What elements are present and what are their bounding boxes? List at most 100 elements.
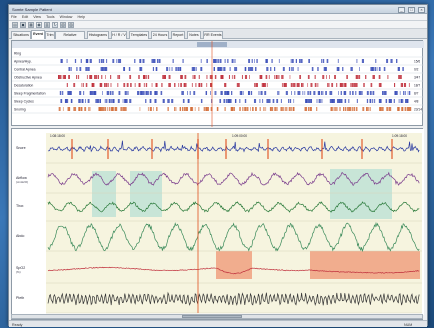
- overview-row-count: 23/14: [414, 108, 422, 112]
- overview-event-mark: [235, 67, 238, 71]
- overview-event-mark: [322, 59, 325, 63]
- tab-rr-events[interactable]: RR Events: [203, 31, 223, 39]
- overview-event-mark: [101, 75, 103, 79]
- overview-event-mark: [109, 91, 112, 95]
- overview-event-mark: [291, 67, 293, 71]
- overview-row-count: 18/7: [414, 84, 420, 88]
- overview-event-mark: [109, 107, 111, 111]
- overview-event-mark: [68, 91, 71, 95]
- tab-templates[interactable]: Templates: [129, 31, 149, 39]
- overview-event-mark: [68, 67, 71, 71]
- overview-event-mark: [316, 99, 318, 103]
- overview-event-mark: [147, 107, 149, 111]
- overview-event-mark: [339, 99, 342, 103]
- overview-event-mark: [362, 107, 365, 111]
- overview-event-mark: [236, 83, 239, 87]
- overview-event-mark: [89, 59, 92, 63]
- overview-event-mark: [329, 99, 332, 103]
- menu-edit[interactable]: Edit: [21, 15, 29, 19]
- overview-event-mark: [220, 75, 223, 79]
- tab-24-hours[interactable]: 24 Hours: [151, 31, 169, 39]
- overview-event-mark: [216, 107, 219, 111]
- overview-event-mark: [87, 67, 89, 71]
- overview-event-mark: [230, 107, 232, 111]
- overview-event-mark: [264, 91, 267, 95]
- tab-relative-summary[interactable]: Relative Summary: [55, 31, 85, 44]
- minimize-button[interactable]: _: [398, 6, 405, 13]
- tab-report[interactable]: Report: [171, 31, 185, 39]
- folder-icon[interactable]: ▤: [12, 22, 18, 28]
- overview-event-mark: [282, 75, 284, 79]
- overview-event-mark: [214, 91, 216, 95]
- overview-event-mark: [63, 75, 64, 79]
- overview-event-mark: [250, 91, 253, 95]
- close-button[interactable]: ×: [418, 6, 425, 13]
- overview-event-mark: [160, 91, 163, 95]
- overview-event-mark: [310, 83, 313, 87]
- overview-event-mark: [350, 67, 353, 71]
- zoom-icon[interactable]: ◉: [36, 22, 42, 28]
- toolbar: ▤ ▣ ▦ ◉ ▥ ↻ ▧ ▨: [9, 21, 427, 29]
- print-icon[interactable]: ▦: [28, 22, 34, 28]
- overview-event-mark: [68, 107, 71, 111]
- overview-event-mark: [97, 99, 99, 103]
- overview-event-mark: [261, 83, 264, 87]
- overview-event-mark: [394, 83, 395, 87]
- overview-event-mark: [231, 59, 234, 63]
- menu-view[interactable]: View: [33, 15, 41, 19]
- menu-window[interactable]: Window: [59, 15, 73, 19]
- tab-event[interactable]: Event: [31, 30, 45, 39]
- overview-event-mark: [379, 107, 382, 111]
- overview-event-mark: [151, 83, 153, 87]
- overview-event-mark: [228, 75, 231, 79]
- refresh-icon[interactable]: ↻: [52, 22, 58, 28]
- overview-event-mark: [178, 83, 180, 87]
- overview-event-mark: [265, 107, 267, 111]
- overview-event-mark: [402, 83, 403, 87]
- scrollbar-thumb[interactable]: [182, 315, 242, 318]
- signal-view[interactable]: Snore Airflow (cmH2O) Thor. Abdo SpO2 (%) Pleth…: [11, 128, 424, 320]
- overview-event-mark: [404, 91, 406, 95]
- maximize-button[interactable]: □: [408, 6, 415, 13]
- menu-help[interactable]: Help: [77, 15, 85, 19]
- overview-event-mark: [206, 75, 208, 79]
- overview-event-mark: [275, 75, 278, 79]
- overview-event-mark: [344, 83, 347, 87]
- overview-event-mark: [120, 107, 122, 111]
- tab-hrv[interactable]: H / R / V: [111, 31, 127, 39]
- overview-event-mark: [233, 107, 235, 111]
- tab-situations[interactable]: Situations: [11, 31, 31, 39]
- overview-event-mark: [223, 99, 226, 103]
- overview-event-mark: [403, 91, 404, 95]
- overview-event-mark: [363, 83, 365, 87]
- overview-event-mark: [106, 59, 108, 63]
- overview-event-mark: [305, 99, 307, 103]
- tab-notes[interactable]: Notes: [187, 31, 201, 39]
- save-icon[interactable]: ▣: [20, 22, 26, 28]
- overview-event-mark: [215, 91, 217, 95]
- overview-event-mark: [330, 91, 333, 95]
- overview-event-mark: [105, 75, 106, 79]
- settings-icon[interactable]: ▨: [68, 22, 74, 28]
- title-bar[interactable]: Somte Sample Patient _ □ ×: [9, 5, 427, 14]
- overview-event-mark: [262, 99, 264, 103]
- overview-event-mark: [152, 67, 155, 71]
- overview-event-mark: [117, 83, 119, 87]
- menu-tools[interactable]: Tools: [46, 15, 55, 19]
- overview-event-mark: [193, 91, 196, 95]
- overview-panel[interactable]: Ring Apnea/Hyp. 15/6 Central Apnea 0/2 Obstru…: [11, 40, 424, 127]
- overview-event-mark: [321, 59, 322, 63]
- overview-event-mark: [398, 75, 401, 79]
- overview-event-mark: [265, 59, 268, 63]
- overview-event-mark: [143, 83, 145, 87]
- horizontal-scrollbar[interactable]: [11, 314, 423, 319]
- chart-icon[interactable]: ▧: [60, 22, 66, 28]
- overview-event-mark: [244, 107, 247, 111]
- menu-file[interactable]: File: [11, 15, 17, 19]
- tab-trim[interactable]: Trim: [45, 31, 55, 39]
- overview-event-mark: [366, 107, 368, 111]
- tab-histograms[interactable]: Histograms: [87, 31, 109, 39]
- channel-trace: [47, 201, 420, 213]
- overview-event-mark: [227, 91, 230, 95]
- grid-icon[interactable]: ▥: [44, 22, 50, 28]
